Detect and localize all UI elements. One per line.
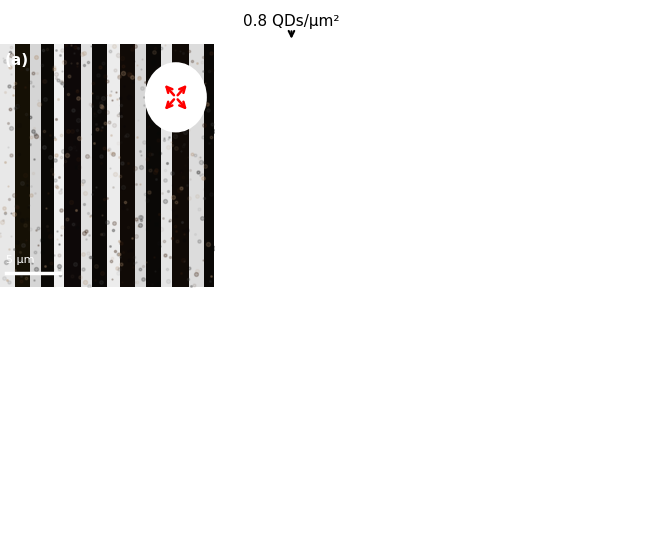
- Text: (b): (b): [7, 295, 31, 310]
- Bar: [204, 44, 214, 287]
- Bar: [161, 44, 172, 287]
- Bar: [30, 44, 41, 287]
- Text: 10 μm: 10 μm: [8, 515, 48, 527]
- Bar: [107, 44, 120, 287]
- Bar: [64, 44, 82, 287]
- Bar: [41, 44, 54, 287]
- Text: (a): (a): [4, 54, 28, 68]
- Text: OS direction: OS direction: [518, 94, 594, 107]
- Bar: [92, 44, 107, 287]
- Text: 0.8 QDs/μm²: 0.8 QDs/μm²: [243, 14, 340, 28]
- Bar: [172, 44, 189, 287]
- Bar: [15, 44, 30, 287]
- Bar: [54, 44, 64, 287]
- Circle shape: [146, 63, 206, 131]
- Bar: [0, 44, 15, 287]
- Bar: [135, 44, 146, 287]
- Bar: [189, 44, 204, 287]
- Bar: [146, 44, 161, 287]
- Bar: [120, 44, 135, 287]
- Text: 5 μm: 5 μm: [7, 255, 35, 265]
- Bar: [82, 44, 92, 287]
